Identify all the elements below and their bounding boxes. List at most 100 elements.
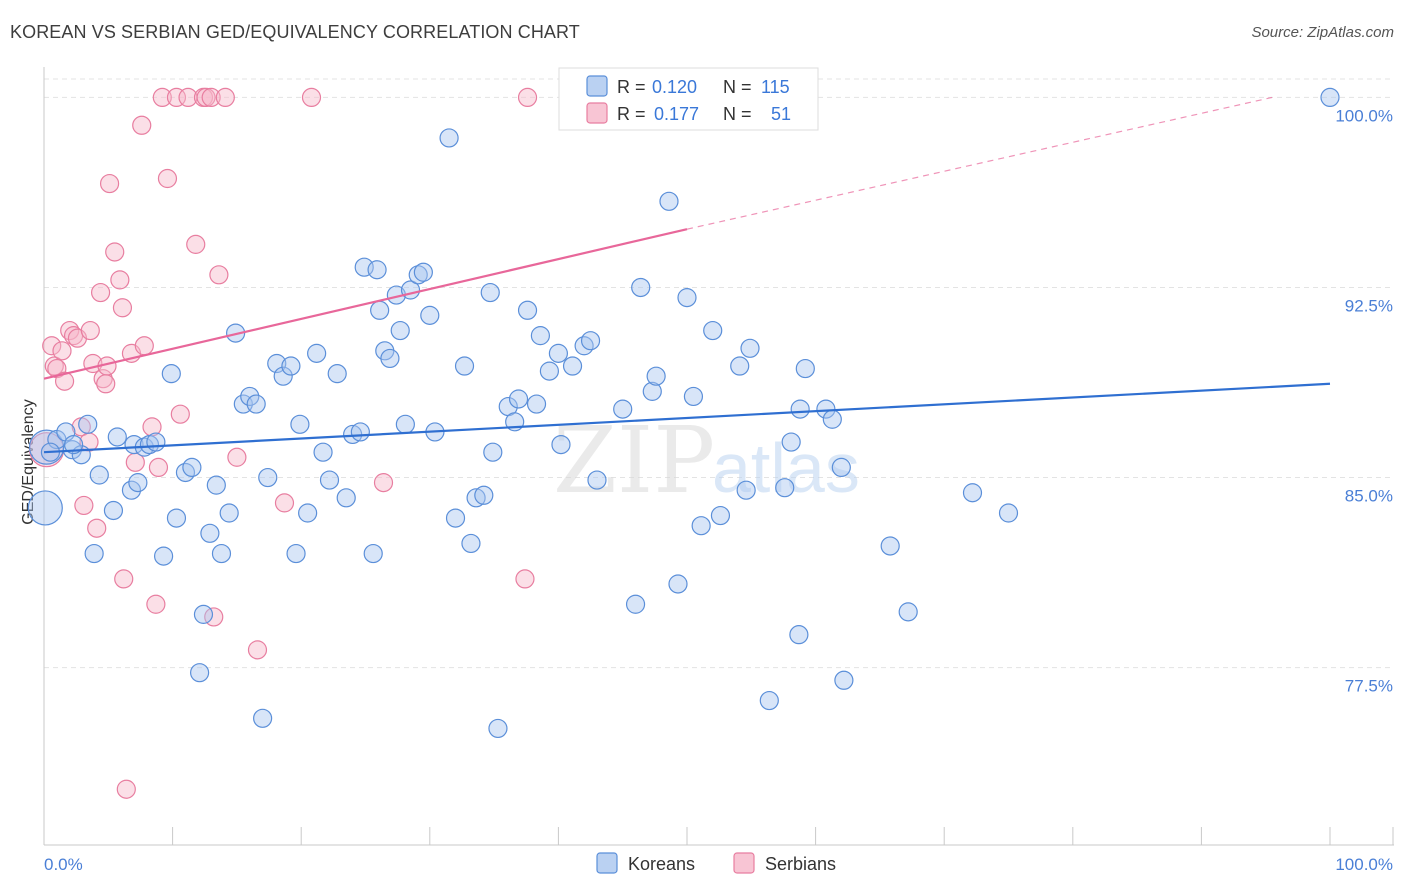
legend-serbian-r-value: 0.177 [654,104,699,124]
korean-point [327,364,347,384]
serbian-point [134,336,154,356]
korean-point [146,432,166,452]
serbian-point [96,374,116,394]
watermark: ZIP atlas [553,407,860,514]
serbian-point [80,320,100,341]
serbian-point [215,87,235,108]
korean-point [380,348,400,369]
legend-serbian-swatch [586,102,608,124]
serbian-point [186,234,206,254]
korean-point [526,394,547,414]
serbian-trend-line [43,228,688,380]
serbian-point [146,594,166,614]
korean-point [789,625,809,645]
korean-point [898,602,918,622]
korean-point [998,503,1019,523]
korean-point [795,358,815,379]
y-tick-labels: 77.5% 85.0% 92.5% 100.0% [1335,106,1393,695]
korean-point [153,546,174,566]
chart-source: Source: ZipAtlas.com [1251,24,1394,41]
korean-point [281,356,301,376]
korean-point [574,336,594,356]
serbian-point [209,265,229,285]
korean-point [307,343,327,363]
serbian-point [201,87,221,108]
korean-point [128,473,148,493]
watermark-zip: ZIP [553,407,715,514]
korean-point [703,320,723,341]
korean-point [367,260,387,280]
serbian-point [99,173,120,194]
legend-korean-n-label: N = [723,77,752,97]
serbian-point [44,356,64,376]
legend-serbian-n-label: N = [723,104,752,124]
korean-point [1320,87,1340,108]
korean-point [631,277,651,298]
korean-point [240,386,260,407]
y-axis-title: GED/Equivalency [20,399,37,524]
korean-point [182,457,202,478]
serbian-point [373,473,394,493]
korean-point [551,434,571,455]
legend-bottom-korean-label: Koreans [628,854,695,874]
serbian-point [515,569,535,589]
korean-point [290,414,310,434]
serbian-point [90,282,111,303]
serbian-point [152,87,172,108]
korean-point [313,442,333,462]
serbian-point [301,87,322,108]
korean-point [677,288,697,308]
korean-point [642,381,662,401]
korean-point [625,594,646,614]
korean-point [539,361,559,381]
korean-point [691,516,711,536]
serbian-point [157,168,178,189]
korean-point [445,508,466,528]
grid-layer [44,78,1394,669]
korean-point [390,320,410,341]
korean-point [408,265,428,285]
korean-point [27,490,63,526]
korean-point [483,442,503,462]
korean-point [258,467,278,488]
serbian-point [74,495,94,516]
korean-point [439,128,459,148]
korean-point [461,533,481,554]
chart-title: KOREAN VS SERBIAN GED/EQUIVALENCY CORREL… [10,22,580,42]
korean-point [759,690,779,711]
korean-point [736,480,756,500]
x-tick-label-max: 100.0% [1335,855,1393,874]
x-tick-label-min: 0.0% [44,855,83,874]
y-tick-label: 85.0% [1345,487,1393,506]
serbian-point [110,270,130,290]
korean-point [395,414,415,434]
korean-point [775,478,795,498]
legend-korean-r-label: R = [617,77,646,97]
korean-point [613,399,633,419]
serbian-point [166,87,187,108]
legend-serbian-n-value: 51 [771,104,791,124]
serbian-point [114,569,134,589]
korean-point [683,386,704,407]
korean-point [880,536,900,556]
korean-point [790,399,810,419]
korean-point [580,331,601,351]
legend-bottom-serbian-swatch [733,852,755,874]
korean-point [831,457,851,478]
watermark-atlas: atlas [712,429,860,507]
korean-trend-line [43,382,1331,454]
korean-point [161,364,181,384]
korean-point [710,505,731,526]
legend-serbian-r-label: R = [617,104,646,124]
korean-point [517,300,538,320]
korean-point [103,500,124,521]
korean-point [336,488,356,508]
legend-bottom: Koreans Serbians [596,852,836,874]
korean-point [175,462,196,483]
korean-point [273,366,293,386]
korean-point [466,488,486,508]
korean-point [63,434,84,455]
korean-point [286,543,306,564]
serbian-point [274,493,295,513]
legend-bottom-korean-swatch [596,852,618,874]
